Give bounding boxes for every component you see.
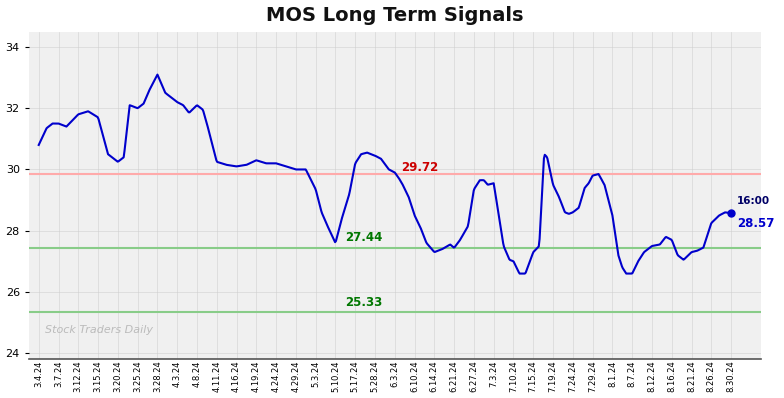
Text: 28.57: 28.57 (737, 217, 775, 230)
Text: 25.33: 25.33 (345, 296, 383, 309)
Text: 27.44: 27.44 (345, 232, 383, 244)
Title: MOS Long Term Signals: MOS Long Term Signals (266, 6, 524, 25)
Text: 16:00: 16:00 (737, 195, 770, 206)
Text: Stock Traders Daily: Stock Traders Daily (45, 325, 153, 335)
Text: 29.72: 29.72 (401, 161, 438, 174)
